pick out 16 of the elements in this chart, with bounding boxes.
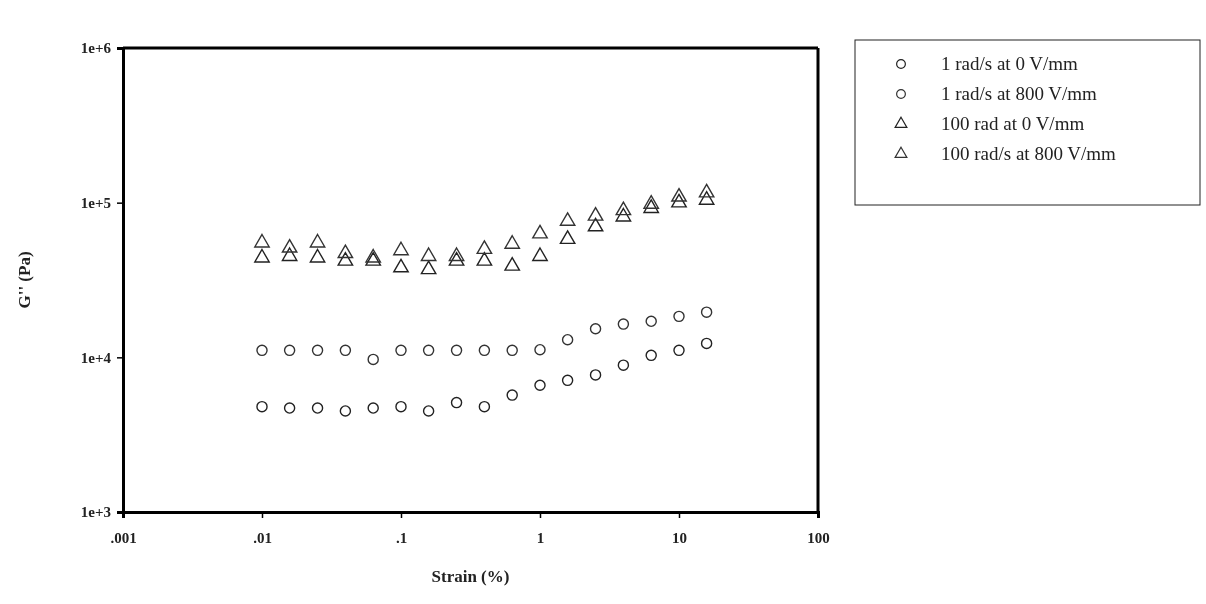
- y-axis-title: G'' (Pa): [15, 251, 34, 309]
- x-tick-label: .1: [395, 529, 408, 546]
- x-axis-title: Strain (%): [431, 567, 510, 586]
- x-tick-label: .01: [253, 529, 272, 546]
- y-tick-label: 1e+4: [80, 349, 112, 366]
- y-tick-label: 1e+3: [80, 504, 111, 521]
- x-tick-label: 1: [536, 529, 545, 546]
- x-tick-label: .001: [110, 529, 137, 546]
- x-tick-label: 100: [807, 529, 830, 546]
- x-tick-label: 10: [672, 529, 687, 546]
- legend-label: 100 rad at 0 V/mm: [941, 113, 1085, 134]
- legend-label: 1 rad/s at 0 V/mm: [941, 53, 1079, 74]
- legend-label: 100 rad/s at 800 V/mm: [941, 143, 1117, 164]
- legend-label: 1 rad/s at 800 V/mm: [941, 83, 1098, 104]
- y-tick-label: 1e+5: [80, 194, 111, 211]
- y-tick-label: 1e+6: [80, 40, 112, 57]
